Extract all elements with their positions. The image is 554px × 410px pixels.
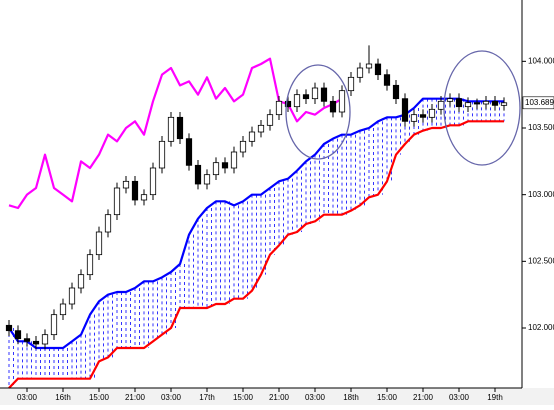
candle-body [131, 180, 139, 201]
x-tick-label: 03:00 [449, 393, 470, 402]
x-tick-label: 21:00 [125, 393, 146, 402]
candle-body [194, 164, 202, 185]
candle-body [266, 114, 274, 126]
candle-body [446, 98, 454, 102]
candle-body [320, 87, 328, 102]
candle-body [50, 314, 58, 336]
candle-body [5, 324, 13, 332]
candle-body [68, 287, 76, 305]
candle-body [158, 140, 166, 169]
highlight-circle [285, 64, 351, 160]
candle-body [302, 94, 310, 100]
candle-body [221, 162, 229, 169]
candle-body [275, 100, 283, 116]
candle-body [365, 63, 373, 69]
candle-body [455, 98, 463, 108]
candle-body [419, 114, 427, 118]
x-tick-label: 15:00 [89, 393, 110, 402]
x-tick-label: 17th [199, 393, 215, 402]
x-tick-label: 03:00 [17, 393, 38, 402]
y-tick-label: 104.000 [528, 56, 554, 65]
candle-body [230, 151, 238, 169]
candle-body [239, 140, 247, 153]
candle-body [500, 102, 508, 106]
candle-body [41, 334, 49, 345]
candle-body [77, 274, 85, 289]
y-tick-label: 102.000 [528, 323, 554, 332]
candle-body [437, 100, 445, 110]
candle-body [401, 98, 409, 122]
candle-body [95, 231, 103, 256]
candle-body [374, 63, 382, 76]
price-tag [522, 96, 554, 110]
indicator-line [8, 97, 504, 350]
candle-body [167, 116, 175, 142]
x-tick-label: 18th [343, 393, 359, 402]
candle-body [14, 330, 22, 340]
candle-body [428, 108, 436, 118]
x-axis-band [0, 388, 554, 405]
candle-body [491, 100, 499, 106]
candle-body [113, 187, 121, 216]
x-tick-label: 15:00 [233, 393, 254, 402]
candle-body [59, 303, 67, 316]
candle-body [86, 254, 94, 276]
candle-body [293, 94, 301, 108]
plot [5, 45, 508, 389]
indicator-line [8, 120, 504, 389]
candle-body [464, 102, 472, 108]
candle-body [176, 116, 184, 140]
x-tick-label: 03:00 [305, 393, 326, 402]
candle-body [482, 100, 490, 105]
candle-body [203, 174, 211, 185]
candle-body [383, 74, 391, 86]
x-tick-label: 15:00 [377, 393, 398, 402]
x-tick-label: 16th [55, 393, 71, 402]
y-tick-label: 103.000 [528, 190, 554, 199]
candle-body [329, 100, 337, 113]
candle-body [311, 87, 319, 100]
price-tag-label: 103.689 [525, 98, 554, 107]
candle-body [23, 338, 31, 342]
y-tick-label: 102.500 [528, 256, 554, 265]
y-tick-label: 103.500 [528, 123, 554, 132]
candle-body [392, 84, 400, 100]
candle-body [122, 180, 130, 189]
candle-body [338, 90, 346, 113]
candle-body [212, 162, 220, 176]
candle-body [347, 76, 355, 92]
x-tick-label: 21:00 [269, 393, 290, 402]
candle-body [248, 131, 256, 142]
candle-body [32, 340, 40, 345]
candle-body [257, 124, 265, 133]
candle-body [410, 114, 418, 122]
candle-body [185, 138, 193, 166]
highlight-circle [443, 50, 521, 166]
candle-body [140, 194, 148, 201]
candle-body [284, 100, 292, 108]
candle-body [149, 167, 157, 196]
x-tick-label: 21:00 [413, 393, 434, 402]
candle-body [104, 214, 112, 233]
x-tick-label: 19th [487, 393, 503, 402]
candle-body [356, 67, 364, 78]
x-tick-label: 03:00 [161, 393, 182, 402]
candle-body [473, 102, 481, 105]
